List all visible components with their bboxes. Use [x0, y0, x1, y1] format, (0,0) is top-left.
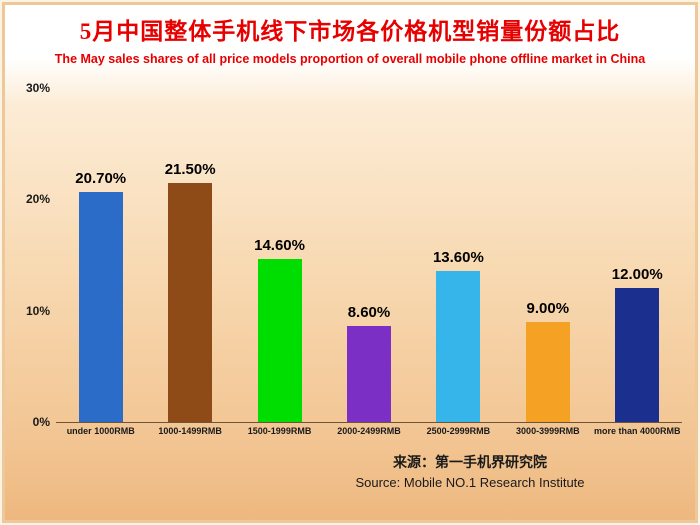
title-block: 5月中国整体手机线下市场各价格机型销量份额占比 The May sales sh…: [0, 0, 700, 66]
bar-value-label: 9.00%: [526, 299, 570, 317]
y-axis-tick-label: 20%: [25, 192, 50, 207]
bar-chart-plot-area: 20.70% 21.50% 14.60% 8.60% 13.60% 9.00% 12.00%…: [26, 81, 682, 429]
source-text-zh: 来源：第一手机界研究院: [393, 454, 547, 470]
bar-value-label: 20.70%: [75, 169, 127, 187]
bar-column: 20.70%: [56, 88, 145, 422]
bar: [436, 270, 481, 422]
bar: [78, 191, 123, 422]
bar-column: 8.60%: [324, 88, 413, 422]
x-axis-category-label: 2000-2499RMB: [337, 426, 401, 436]
x-axis-category-label: 2500-2999RMB: [426, 426, 491, 436]
chart-title-zh: 5月中国整体手机线下市场各价格机型销量份额占比: [79, 19, 621, 44]
bar: [168, 182, 213, 422]
chart-title-en: The May sales shares of all price models…: [54, 52, 646, 66]
x-axis-category-label: 3000-3999RMB: [516, 426, 580, 436]
bar-column: 14.60%: [235, 88, 324, 422]
bar: [346, 326, 391, 422]
bar-value-label: 21.50%: [164, 160, 216, 178]
category-axis-labels: under 1000RMB 1000-1499RMB 1500-1999RMB 200…: [56, 426, 682, 436]
bar-value-label: 13.60%: [432, 248, 484, 266]
bar-value-label: 12.00%: [611, 266, 663, 284]
bar-column: 12.00%: [593, 88, 682, 422]
source-text-en: Source: Mobile NO.1 Research Institute: [355, 475, 585, 490]
bar-columns: 20.70% 21.50% 14.60% 8.60% 13.60% 9.00% 12.00%: [56, 88, 682, 422]
bar: [615, 288, 660, 422]
x-axis-category-label: 1000-1499RMB: [158, 426, 222, 436]
bar-column: 9.00%: [503, 88, 592, 422]
x-axis-category-label: more than 4000RMB: [593, 426, 681, 436]
bar-value-label: 8.60%: [347, 304, 391, 322]
y-axis-tick-label: 10%: [25, 303, 50, 318]
x-axis-category-label: under 1000RMB: [66, 426, 135, 436]
y-axis-tick-label: 30%: [25, 81, 50, 95]
bar-column: 13.60%: [414, 88, 503, 422]
bar: [257, 259, 302, 422]
source-block: 来源：第一手机界研究院 Source: Mobile NO.1 Research…: [300, 452, 640, 490]
bar: [525, 321, 570, 422]
bar-column: 21.50%: [145, 88, 234, 422]
y-axis-tick-label: 0%: [32, 415, 50, 429]
bar-value-label: 14.60%: [254, 237, 305, 255]
x-axis-category-label: 1500-1999RMB: [247, 426, 312, 436]
